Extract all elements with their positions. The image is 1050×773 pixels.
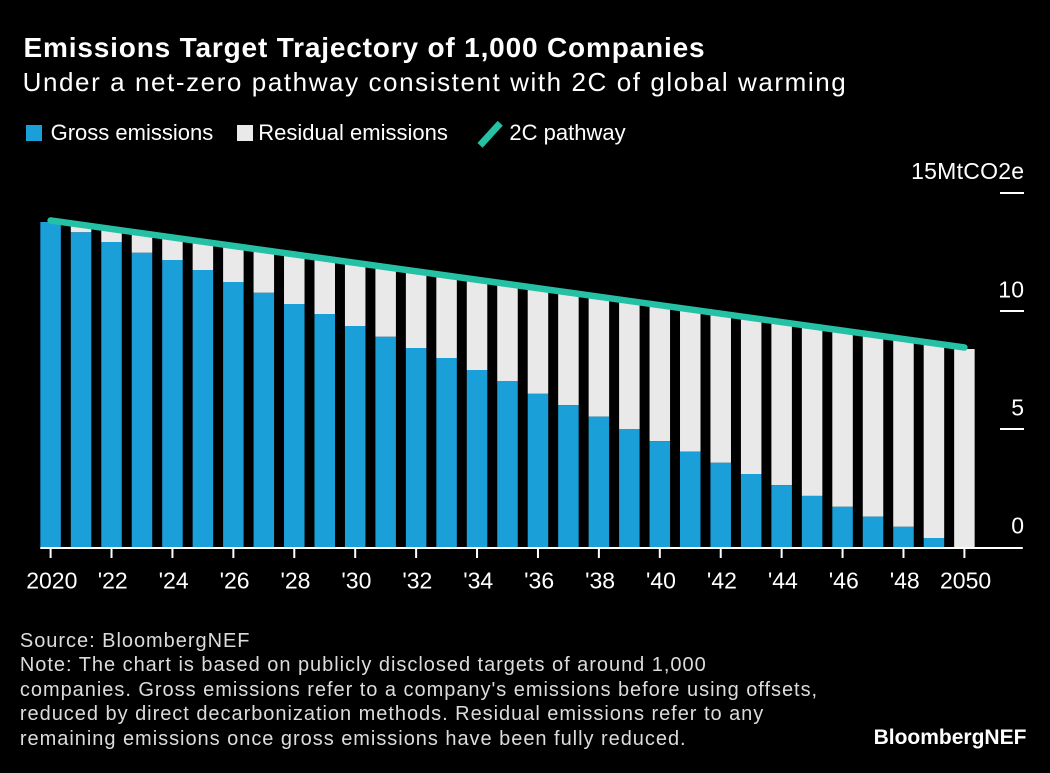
svg-text:'42: '42 [707, 568, 737, 594]
svg-text:2050: 2050 [940, 568, 991, 594]
svg-text:'46: '46 [829, 568, 859, 594]
svg-text:5: 5 [1011, 395, 1024, 421]
svg-text:0: 0 [1011, 513, 1024, 539]
svg-text:'38: '38 [585, 568, 615, 594]
svg-text:'30: '30 [341, 568, 371, 594]
svg-text:2020: 2020 [26, 568, 77, 594]
svg-text:'22: '22 [98, 568, 128, 594]
svg-text:15MtCO2e: 15MtCO2e [911, 158, 1024, 184]
svg-text:'28: '28 [280, 568, 310, 594]
svg-text:'24: '24 [159, 568, 189, 594]
svg-text:'48: '48 [890, 568, 920, 594]
svg-text:'40: '40 [646, 568, 676, 594]
svg-text:'26: '26 [220, 568, 250, 594]
svg-text:'36: '36 [524, 568, 554, 594]
svg-text:'34: '34 [463, 568, 493, 594]
svg-text:'44: '44 [768, 568, 798, 594]
svg-text:10: 10 [998, 277, 1024, 303]
svg-text:'32: '32 [402, 568, 432, 594]
